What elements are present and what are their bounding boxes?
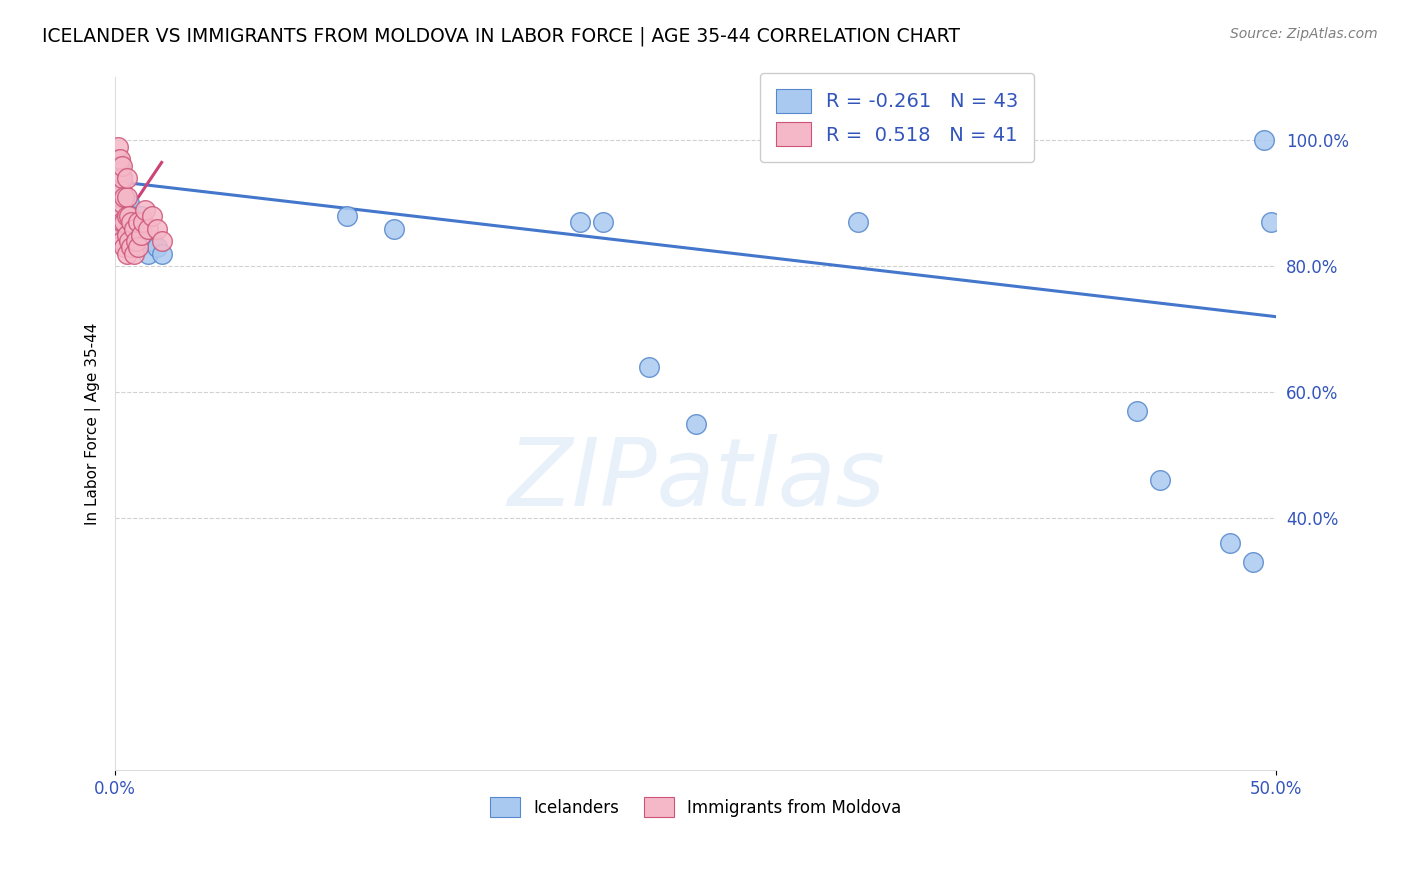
Point <box>382 221 405 235</box>
Point <box>108 202 131 217</box>
Point <box>1260 215 1282 229</box>
Point <box>111 159 134 173</box>
Point <box>114 221 136 235</box>
Point <box>107 209 129 223</box>
Point <box>118 215 141 229</box>
Point <box>132 215 155 229</box>
Point <box>118 234 141 248</box>
Point <box>115 227 138 242</box>
Point <box>150 234 173 248</box>
Point <box>108 221 131 235</box>
Point <box>127 221 149 235</box>
Point <box>846 215 869 229</box>
Point <box>141 209 163 223</box>
Point <box>111 234 134 248</box>
Point <box>1149 474 1171 488</box>
Point <box>107 184 129 198</box>
Point <box>111 202 134 217</box>
Point <box>118 196 141 211</box>
Point <box>108 153 131 167</box>
Legend: Icelanders, Immigrants from Moldova: Icelanders, Immigrants from Moldova <box>484 790 908 824</box>
Point <box>120 209 142 223</box>
Point <box>336 209 359 223</box>
Point <box>115 209 138 223</box>
Point <box>122 246 145 260</box>
Point <box>568 215 591 229</box>
Point <box>111 171 134 186</box>
Point <box>114 215 136 229</box>
Point <box>107 153 129 167</box>
Y-axis label: In Labor Force | Age 35-44: In Labor Force | Age 35-44 <box>86 323 101 524</box>
Point <box>129 209 152 223</box>
Text: Source: ZipAtlas.com: Source: ZipAtlas.com <box>1230 27 1378 41</box>
Point <box>120 221 142 235</box>
Point <box>125 234 148 248</box>
Point <box>111 215 134 229</box>
Point <box>114 240 136 254</box>
Point <box>136 246 159 260</box>
Point <box>115 190 138 204</box>
Point <box>592 215 614 229</box>
Point <box>111 196 134 211</box>
Point <box>125 240 148 254</box>
Point <box>115 171 138 186</box>
Point <box>141 234 163 248</box>
Point <box>1241 555 1264 569</box>
Point <box>115 196 138 211</box>
Point <box>122 221 145 235</box>
Point <box>107 139 129 153</box>
Point <box>638 359 661 374</box>
Point <box>120 240 142 254</box>
Point <box>107 165 129 179</box>
Point <box>146 240 169 254</box>
Point <box>134 202 156 217</box>
Point <box>127 215 149 229</box>
Point <box>107 165 129 179</box>
Point <box>146 221 169 235</box>
Point <box>120 215 142 229</box>
Point <box>115 227 138 242</box>
Point <box>108 178 131 192</box>
Point <box>1253 133 1275 147</box>
Point <box>114 190 136 204</box>
Point <box>108 159 131 173</box>
Point <box>1219 536 1241 550</box>
Text: ICELANDER VS IMMIGRANTS FROM MOLDOVA IN LABOR FORCE | AGE 35-44 CORRELATION CHAR: ICELANDER VS IMMIGRANTS FROM MOLDOVA IN … <box>42 27 960 46</box>
Point <box>108 196 131 211</box>
Point <box>150 246 173 260</box>
Point <box>108 190 131 204</box>
Point <box>136 221 159 235</box>
Point <box>111 190 134 204</box>
Point <box>108 165 131 179</box>
Point <box>129 227 152 242</box>
Point <box>122 227 145 242</box>
Point <box>108 209 131 223</box>
Point <box>114 209 136 223</box>
Point <box>107 209 129 223</box>
Point <box>118 209 141 223</box>
Point <box>132 227 155 242</box>
Point <box>107 190 129 204</box>
Point <box>108 178 131 192</box>
Point <box>115 209 138 223</box>
Point <box>111 171 134 186</box>
Point <box>115 246 138 260</box>
Text: ZIPatlas: ZIPatlas <box>506 434 884 524</box>
Point <box>111 215 134 229</box>
Point <box>685 417 707 431</box>
Point <box>111 184 134 198</box>
Point <box>127 240 149 254</box>
Point <box>114 190 136 204</box>
Point <box>1126 404 1149 418</box>
